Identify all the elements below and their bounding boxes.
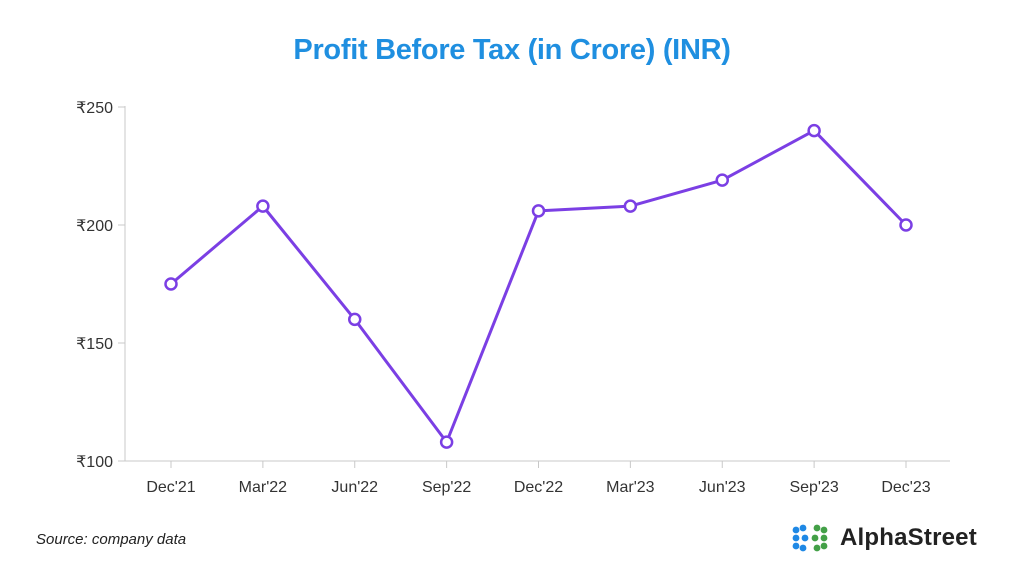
data-point	[256, 199, 270, 213]
x-tick-label: Sep'23	[789, 479, 838, 496]
data-point	[439, 435, 454, 449]
y-ticks: ₹100 ₹150 ₹200 ₹250	[76, 100, 125, 471]
data-point	[164, 277, 178, 291]
logo-dot	[813, 524, 821, 532]
logo-dot	[820, 526, 828, 534]
logo-dot	[820, 542, 828, 550]
alphastreet-logo-icon	[792, 524, 828, 552]
logo-dot	[792, 526, 800, 534]
y-tick-label: ₹200	[76, 218, 113, 235]
data-points	[164, 123, 913, 449]
x-tick-label: Jun'22	[331, 479, 378, 496]
data-point	[807, 123, 821, 138]
data-point	[715, 173, 729, 187]
logo-dot	[801, 534, 809, 542]
logo-dot	[820, 534, 828, 542]
y-tick-label: ₹250	[76, 100, 113, 117]
x-tick-label: Dec'22	[514, 479, 563, 496]
y-tick-label: ₹150	[76, 336, 113, 353]
x-tick-label: Dec'23	[881, 479, 930, 496]
data-point	[348, 312, 362, 327]
x-ticks: Dec'21 Mar'22 Jun'22 Sep'22 Dec'22 Mar'23 Jun'…	[146, 461, 931, 496]
x-tick-label: Mar'22	[239, 479, 288, 496]
brand-name: AlphaStreet	[840, 524, 977, 551]
y-tick-label: ₹100	[76, 454, 113, 471]
x-tick-label: Sep'22	[422, 479, 471, 496]
logo-dot	[799, 524, 807, 532]
chart-title: Profit Before Tax (in Crore) (INR)	[293, 34, 731, 66]
logo-dot	[792, 542, 800, 550]
series-line	[170, 129, 908, 444]
data-point	[531, 204, 546, 218]
x-tick-label: Mar'23	[606, 479, 655, 496]
data-point	[899, 218, 913, 232]
x-tick-label: Jun'23	[699, 479, 746, 496]
logo-dot	[813, 544, 821, 552]
data-point	[623, 199, 638, 213]
source-note: Source: company data	[36, 531, 187, 548]
brand-logo: AlphaStreet	[792, 524, 977, 552]
x-tick-label: Dec'21	[146, 479, 195, 496]
logo-dot	[799, 544, 807, 552]
logo-dot	[792, 534, 800, 542]
logo-dot	[811, 534, 819, 542]
